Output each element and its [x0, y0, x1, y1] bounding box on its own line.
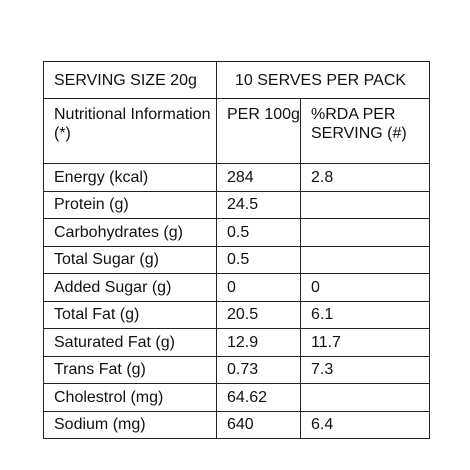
table-row: Energy (kcal) 284 2.8: [43, 163, 431, 192]
nutrient-name: Total Sugar (g): [43, 245, 217, 274]
nutrient-name: Cholestrol (mg): [43, 383, 217, 412]
nutrient-info-header: Nutritional Information (*): [43, 98, 217, 164]
rda-value: 11.7: [299, 328, 431, 357]
rda-value: [299, 190, 431, 219]
rda-value: [299, 245, 431, 274]
table-row: Saturated Fat (g) 12.9 11.7: [43, 328, 431, 357]
table-row: Total Fat (g) 20.5 6.1: [43, 300, 431, 329]
nutrient-name: Total Fat (g): [43, 300, 217, 329]
serving-size-cell: SERVING SIZE 20g: [43, 61, 217, 99]
table-row: Added Sugar (g) 0 0: [43, 273, 431, 302]
per-100g-header: PER 100g: [216, 98, 301, 164]
nutrient-name: Energy (kcal): [43, 163, 217, 192]
rda-value: 7.3: [299, 355, 431, 384]
rda-value: 6.4: [299, 410, 431, 439]
table-row: Sodium (mg) 640 6.4: [43, 410, 431, 439]
per-100g-value: 20.5: [216, 300, 301, 329]
nutrient-name: Carbohydrates (g): [43, 218, 217, 247]
per-100g-value: 0: [216, 273, 301, 302]
column-header-row: Nutritional Information (*) PER 100g %RD…: [43, 98, 431, 164]
per-100g-value: 0.5: [216, 245, 301, 274]
nutrition-facts-table: SERVING SIZE 20g 10 SERVES PER PACK Nutr…: [43, 61, 431, 439]
per-100g-value: 64.62: [216, 383, 301, 412]
per-100g-value: 284: [216, 163, 301, 192]
per-100g-value: 24.5: [216, 190, 301, 219]
rda-value: 6.1: [299, 300, 431, 329]
table-row: Carbohydrates (g) 0.5: [43, 218, 431, 247]
rda-value: 2.8: [299, 163, 431, 192]
serves-per-pack-cell: 10 SERVES PER PACK: [215, 61, 431, 99]
per-100g-value: 640: [216, 410, 301, 439]
nutrient-name: Trans Fat (g): [43, 355, 217, 384]
table-row: Total Sugar (g) 0.5: [43, 245, 431, 274]
rda-value: 0: [299, 273, 431, 302]
serving-header-row: SERVING SIZE 20g 10 SERVES PER PACK: [43, 61, 431, 99]
nutrient-name: Saturated Fat (g): [43, 328, 217, 357]
nutrient-name: Added Sugar (g): [43, 273, 217, 302]
rda-per-serving-header: %RDA PER SERVING (#): [299, 98, 431, 164]
nutrient-name: Protein (g): [43, 190, 217, 219]
nutrient-name: Sodium (mg): [43, 410, 217, 439]
table-row: Trans Fat (g) 0.73 7.3: [43, 355, 431, 384]
table-row: Protein (g) 24.5: [43, 190, 431, 219]
rda-value: [299, 383, 431, 412]
rda-value: [299, 218, 431, 247]
per-100g-value: 0.73: [216, 355, 301, 384]
per-100g-value: 0.5: [216, 218, 301, 247]
table-row: Cholestrol (mg) 64.62: [43, 383, 431, 412]
per-100g-value: 12.9: [216, 328, 301, 357]
